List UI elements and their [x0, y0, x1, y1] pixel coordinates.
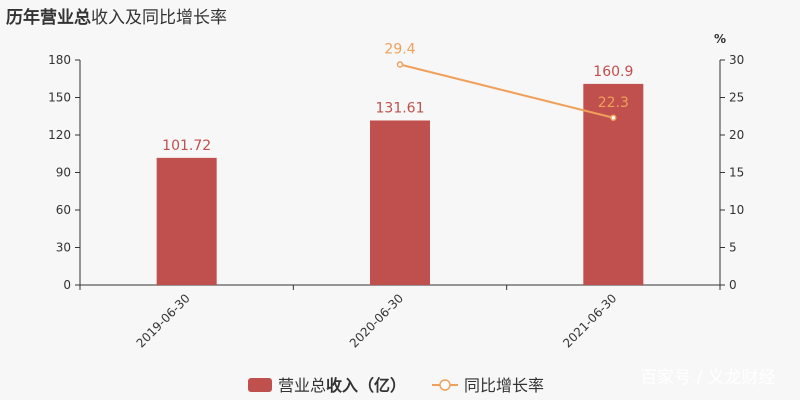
x-tick-label: 2020-06-30 — [347, 291, 406, 350]
y-left-tick-label: 180 — [48, 53, 71, 67]
title-rest: 收入及同比增长率 — [91, 8, 227, 28]
growth-value-label: 22.3 — [598, 95, 629, 111]
y-left-tick-label: 0 — [63, 278, 71, 292]
title-bold: 营业总 — [40, 8, 91, 28]
y-left-tick-label: 120 — [48, 128, 71, 142]
bar — [583, 83, 644, 285]
growth-point — [396, 61, 404, 68]
y-right-tick-label: 25 — [729, 91, 744, 105]
legend: 营业总收入（亿） 同比增长率 — [248, 376, 544, 395]
bar-value-label: 160.9 — [593, 64, 633, 80]
growth-line-path — [399, 63, 614, 119]
chart-title: 历年营业总收入及同比增长率 — [6, 3, 227, 28]
legend-bar-label[interactable]: 营业总收入（亿） — [278, 376, 406, 395]
bars: 101.72 131.61 160.9 — [156, 64, 644, 285]
x-tick-label: 2021-06-30 — [560, 291, 619, 350]
x-tick-label: 2019-06-30 — [134, 291, 193, 350]
watermark: 百家号 / 义龙财经 — [640, 368, 776, 388]
bar-value-label: 131.61 — [376, 100, 425, 116]
title-prefix: 历年 — [6, 8, 40, 28]
growth-line: 29.4 22.3 — [384, 42, 629, 121]
growth-point — [610, 114, 617, 121]
bar — [370, 120, 430, 285]
legend-line-marker — [439, 379, 451, 391]
y-right-tick-label: 5 — [729, 241, 737, 255]
bar-value-label: 101.72 — [162, 138, 211, 154]
y-left-tick-label: 60 — [56, 203, 71, 217]
y-left-tick-label: 150 — [48, 91, 71, 105]
growth-value-label: 29.4 — [384, 42, 415, 58]
y-right-tick-label: 0 — [729, 278, 737, 292]
bar — [156, 157, 217, 285]
legend-line-label[interactable]: 同比增长率 — [464, 376, 544, 395]
legend-bar-swatch[interactable] — [248, 378, 272, 392]
legend-bar-label-bold: 收入（亿） — [326, 376, 406, 395]
y-right-tick-label: 15 — [729, 166, 744, 180]
y-right-tick-label: 10 — [729, 203, 744, 217]
y-right-unit: % — [714, 32, 726, 46]
y-right-tick-label: 30 — [729, 53, 744, 67]
legend-bar-label-plain: 营业总 — [278, 376, 326, 395]
y-left-tick-label: 30 — [56, 241, 71, 255]
y-right-tick-label: 20 — [729, 128, 744, 142]
y-left-tick-label: 90 — [56, 166, 71, 180]
